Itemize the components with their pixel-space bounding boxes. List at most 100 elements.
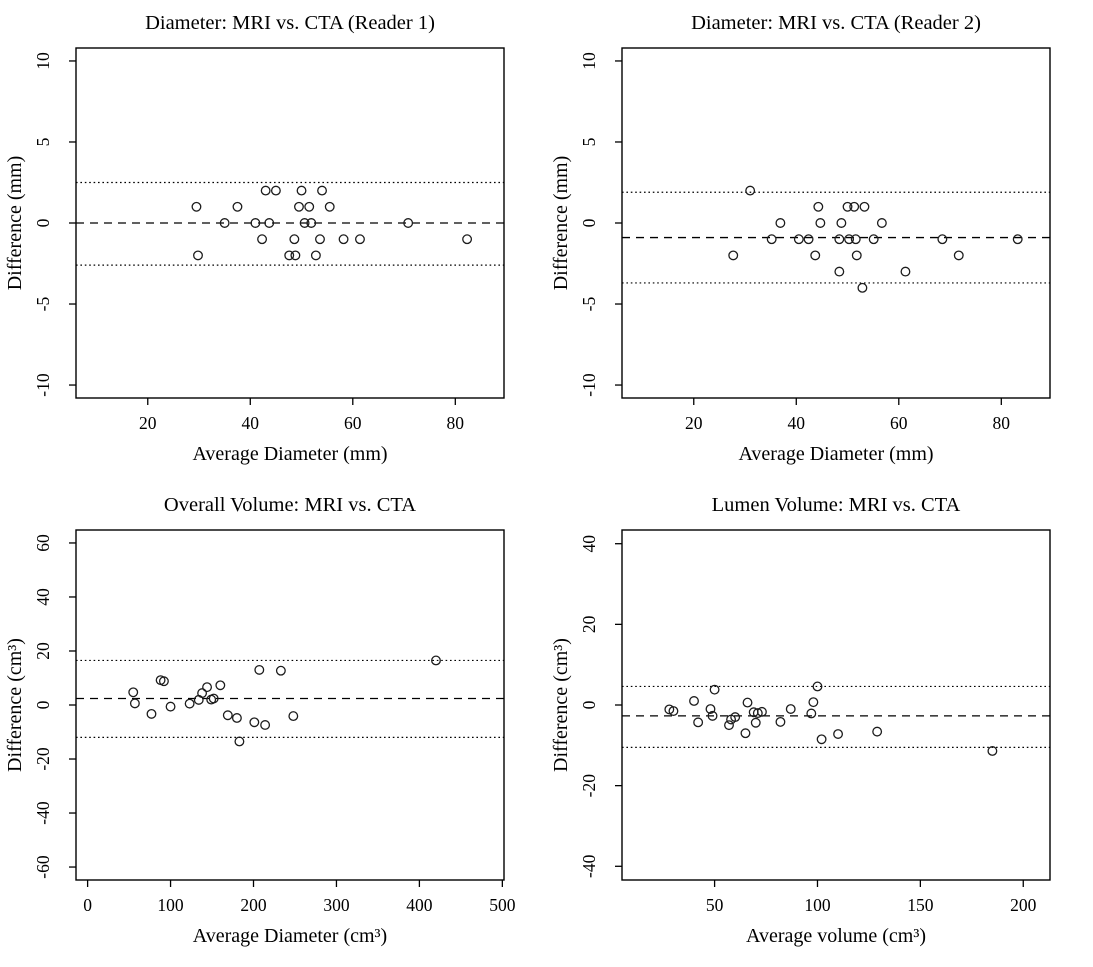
data-point [219,218,230,228]
x-axis-label: Average Diameter (mm) [738,443,933,465]
data-point [184,698,195,709]
data-point [953,250,964,261]
data-point [202,682,213,693]
data-point [193,250,203,261]
x-tick-label: 400 [406,895,433,915]
panel-lumen-volume: 50 100 150 200 40 20 0 -20 -40 Lumen Volume: MRI … [546,480,1093,967]
y-axis-label: Difference (mm) [4,156,26,291]
panel-title: Overall Volume: MRI vs. CTA [164,494,416,516]
x-axis-label: Average Diameter (cm³) [193,925,387,947]
data-point [338,234,349,245]
plot-diameter-reader2: 20 40 60 80 10 5 0 -5 -10 Diameter: MRI vs. CTA (… [550,12,1051,465]
data-point [857,282,868,293]
y-tick-label: 20 [579,615,599,633]
x-tick-label: 200 [1010,895,1037,915]
x-axis-label: Average volume (cm³) [746,925,926,947]
data-point [752,708,763,719]
data-point [815,218,826,228]
data-point [306,218,317,228]
x-tick-label: 200 [240,895,267,915]
y-tick-label: 0 [33,700,53,709]
data-point [158,676,169,687]
data-point [808,697,819,708]
data-point [129,698,140,709]
plot-overall-volume: 0 100 200 300 400 5006040200-20-40-60Overall … [4,494,516,947]
x-tick-label: 100 [157,895,184,915]
data-point [191,201,202,212]
data-point [289,234,300,245]
y-tick-label: 40 [33,588,53,606]
data-point [834,266,845,277]
x-tick-label: 20 [685,413,703,433]
data-point [876,218,887,228]
data-point [208,693,219,704]
data-point [834,234,845,245]
data-point [816,734,827,745]
y-tick-label: -40 [579,854,599,878]
y-axis-label: Difference (cm³) [550,638,572,772]
data-point [249,717,260,728]
y-tick-label: 5 [33,137,53,146]
data-point [810,250,821,261]
data-point [740,728,751,739]
data-point [812,681,823,692]
x-tick-label: 40 [788,413,806,433]
data-point [222,710,233,721]
data-point [728,250,739,261]
data-point [785,704,796,714]
data-point [1012,234,1023,245]
data-point [709,684,720,695]
y-tick-label: 60 [33,534,53,552]
data-point [851,250,862,261]
data-point [707,710,718,721]
data-point [290,250,301,261]
x-tick-label: 300 [323,895,350,915]
data-point [937,234,948,245]
data-point [833,729,844,739]
data-point [234,736,245,747]
x-tick-label: 80 [993,413,1011,433]
x-tick-label: 60 [344,413,362,433]
data-point [750,717,761,728]
data-point [315,234,325,245]
data-point [260,185,271,196]
data-point [197,688,208,699]
data-point [431,655,441,666]
data-point [868,234,879,245]
data-point [355,234,365,245]
data-point [813,201,824,212]
data-point [724,720,734,731]
panel-diameter-reader1: 20 40 60 80 10 5 0 -5 -10 Diameter: MRI vs. CTA (… [0,0,546,480]
data-point [310,250,321,261]
data-point [215,680,226,691]
data-point [254,664,265,675]
x-axis-label: Average Diameter (mm) [192,443,387,465]
data-point [775,716,786,727]
y-tick-label: -20 [33,747,53,771]
data-point [806,708,817,719]
data-point [900,266,911,277]
data-point [745,185,756,196]
data-point [324,201,335,212]
y-tick-label: -60 [33,855,53,879]
data-point [842,201,853,212]
y-tick-label: 0 [579,218,599,227]
data-point [403,218,414,228]
data-point [775,218,786,228]
data-point [257,234,268,245]
panel-title: Diameter: MRI vs. CTA (Reader 2) [691,12,981,34]
plot-diameter-reader1: 20 40 60 80 10 5 0 -5 -10 Diameter: MRI vs. CTA (… [4,12,505,465]
x-tick-label: 500 [489,895,516,915]
x-tick-label: 40 [242,413,260,433]
data-point [260,720,271,730]
y-tick-label: -10 [579,373,599,397]
plot-box [621,529,1051,881]
data-point [270,185,281,196]
plot-box [75,529,505,881]
data-point [231,713,242,723]
data-point [766,234,777,245]
x-tick-label: 50 [706,895,724,915]
data-point [693,717,704,728]
